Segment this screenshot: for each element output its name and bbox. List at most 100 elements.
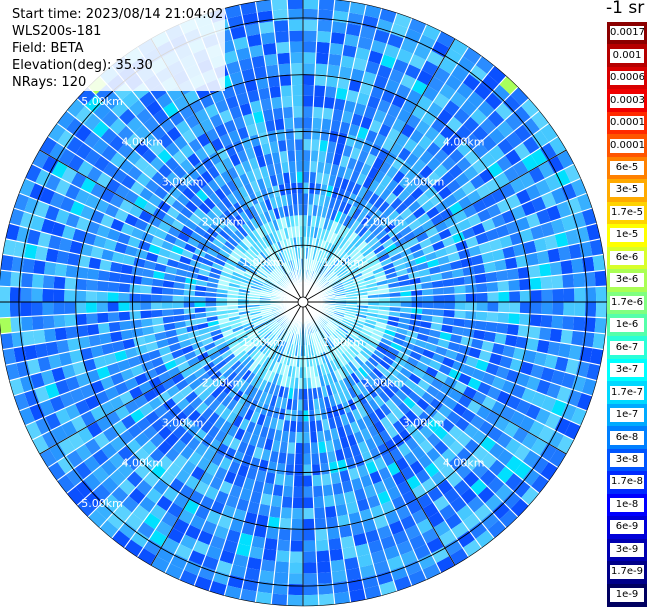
- beta-bin: [206, 381, 219, 395]
- beta-bin: [285, 261, 292, 273]
- beta-bin: [462, 512, 481, 531]
- beta-bin: [398, 415, 412, 429]
- ray-line: [302, 75, 507, 303]
- beta-bin: [283, 364, 290, 377]
- beta-bin: [214, 187, 227, 201]
- beta-bin: [303, 63, 316, 75]
- beta-bin: [330, 220, 339, 233]
- beta-bin: [303, 193, 309, 205]
- beta-bin: [519, 361, 534, 376]
- beta-bin: [179, 158, 194, 173]
- beta-bin: [296, 421, 303, 433]
- beta-bin: [478, 241, 492, 255]
- beta-bin: [521, 387, 537, 404]
- beta-bin: [322, 107, 334, 120]
- beta-bin: [193, 428, 208, 443]
- beta-bin: [339, 323, 350, 332]
- beta-bin: [367, 166, 379, 180]
- beta-bin: [335, 503, 349, 517]
- beta-bin: [356, 381, 367, 394]
- beta-bin: [262, 42, 277, 56]
- beta-bin: [481, 251, 495, 264]
- beta-bin: [246, 501, 261, 515]
- beta-bin: [92, 138, 109, 156]
- beta-bin: [344, 242, 354, 254]
- beta-bin: [326, 527, 341, 540]
- beta-bin: [77, 254, 91, 268]
- beta-bin: [360, 116, 373, 130]
- beta-bin: [359, 243, 371, 255]
- beta-bin: [272, 484, 284, 497]
- beta-bin: [342, 317, 354, 325]
- beta-bin: [168, 404, 182, 419]
- beta-bin: [254, 255, 265, 266]
- beta-bin: [380, 535, 397, 550]
- beta-bin: [9, 302, 22, 318]
- beta-bin: [359, 564, 377, 579]
- beta-bin: [571, 330, 584, 347]
- beta-bin: [190, 396, 204, 410]
- beta-bin: [281, 330, 289, 341]
- beta-bin: [275, 339, 284, 351]
- beta-bin: [454, 310, 466, 319]
- beta-bin: [538, 160, 555, 179]
- beta-bin: [258, 391, 268, 404]
- colorbar-tick-label: 1e-9: [610, 587, 644, 602]
- beta-bin: [382, 333, 395, 342]
- beta-bin: [55, 379, 70, 396]
- beta-bin: [554, 416, 571, 436]
- beta-bin: [99, 519, 119, 539]
- beta-bin: [315, 318, 324, 329]
- beta-bin: [511, 383, 526, 400]
- beta-bin: [114, 503, 133, 522]
- beta-bin: [165, 418, 181, 433]
- beta-bin: [139, 496, 157, 513]
- beta-bin: [560, 259, 573, 275]
- beta-bin: [333, 198, 342, 211]
- beta-bin: [584, 302, 597, 318]
- ray-line: [208, 301, 304, 592]
- beta-bin: [449, 38, 469, 57]
- beta-bin: [530, 437, 548, 456]
- beta-bin: [101, 342, 115, 356]
- beta-bin: [396, 48, 414, 64]
- ray-line: [302, 301, 604, 351]
- beta-bin: [332, 358, 341, 370]
- beta-bin: [550, 369, 566, 386]
- beta-bin: [431, 546, 450, 564]
- beta-bin: [232, 36, 249, 51]
- beta-bin: [519, 171, 536, 189]
- beta-bin: [25, 421, 42, 440]
- beta-bin: [140, 285, 152, 294]
- beta-bin: [267, 75, 281, 88]
- beta-bin: [565, 358, 580, 376]
- beta-bin: [363, 4, 382, 19]
- beta-bin: [43, 261, 57, 276]
- ray-line: [302, 301, 607, 319]
- beta-bin: [229, 25, 247, 40]
- beta-bin: [561, 372, 576, 390]
- beta-bin: [232, 346, 244, 357]
- beta-bin: [564, 421, 581, 440]
- beta-bin: [72, 361, 87, 376]
- beta-bin: [351, 384, 363, 396]
- beta-bin: [520, 486, 540, 506]
- beta-bin: [189, 259, 202, 269]
- beta-bin: [433, 440, 449, 456]
- beta-bin: [261, 236, 271, 248]
- beta-bin: [229, 564, 247, 579]
- beta-bin: [218, 279, 230, 287]
- beta-bin: [350, 220, 361, 232]
- beta-bin: [268, 360, 277, 372]
- ray-line: [302, 301, 575, 441]
- beta-bin: [342, 214, 352, 227]
- beta-bin: [248, 192, 259, 206]
- beta-bin: [409, 54, 427, 70]
- beta-bin: [293, 128, 303, 140]
- beta-bin: [194, 290, 206, 297]
- beta-bin: [350, 68, 365, 82]
- beta-bin: [515, 372, 531, 388]
- beta-bin: [581, 377, 597, 396]
- beta-bin: [106, 511, 126, 530]
- grid-spoke: [302, 38, 456, 303]
